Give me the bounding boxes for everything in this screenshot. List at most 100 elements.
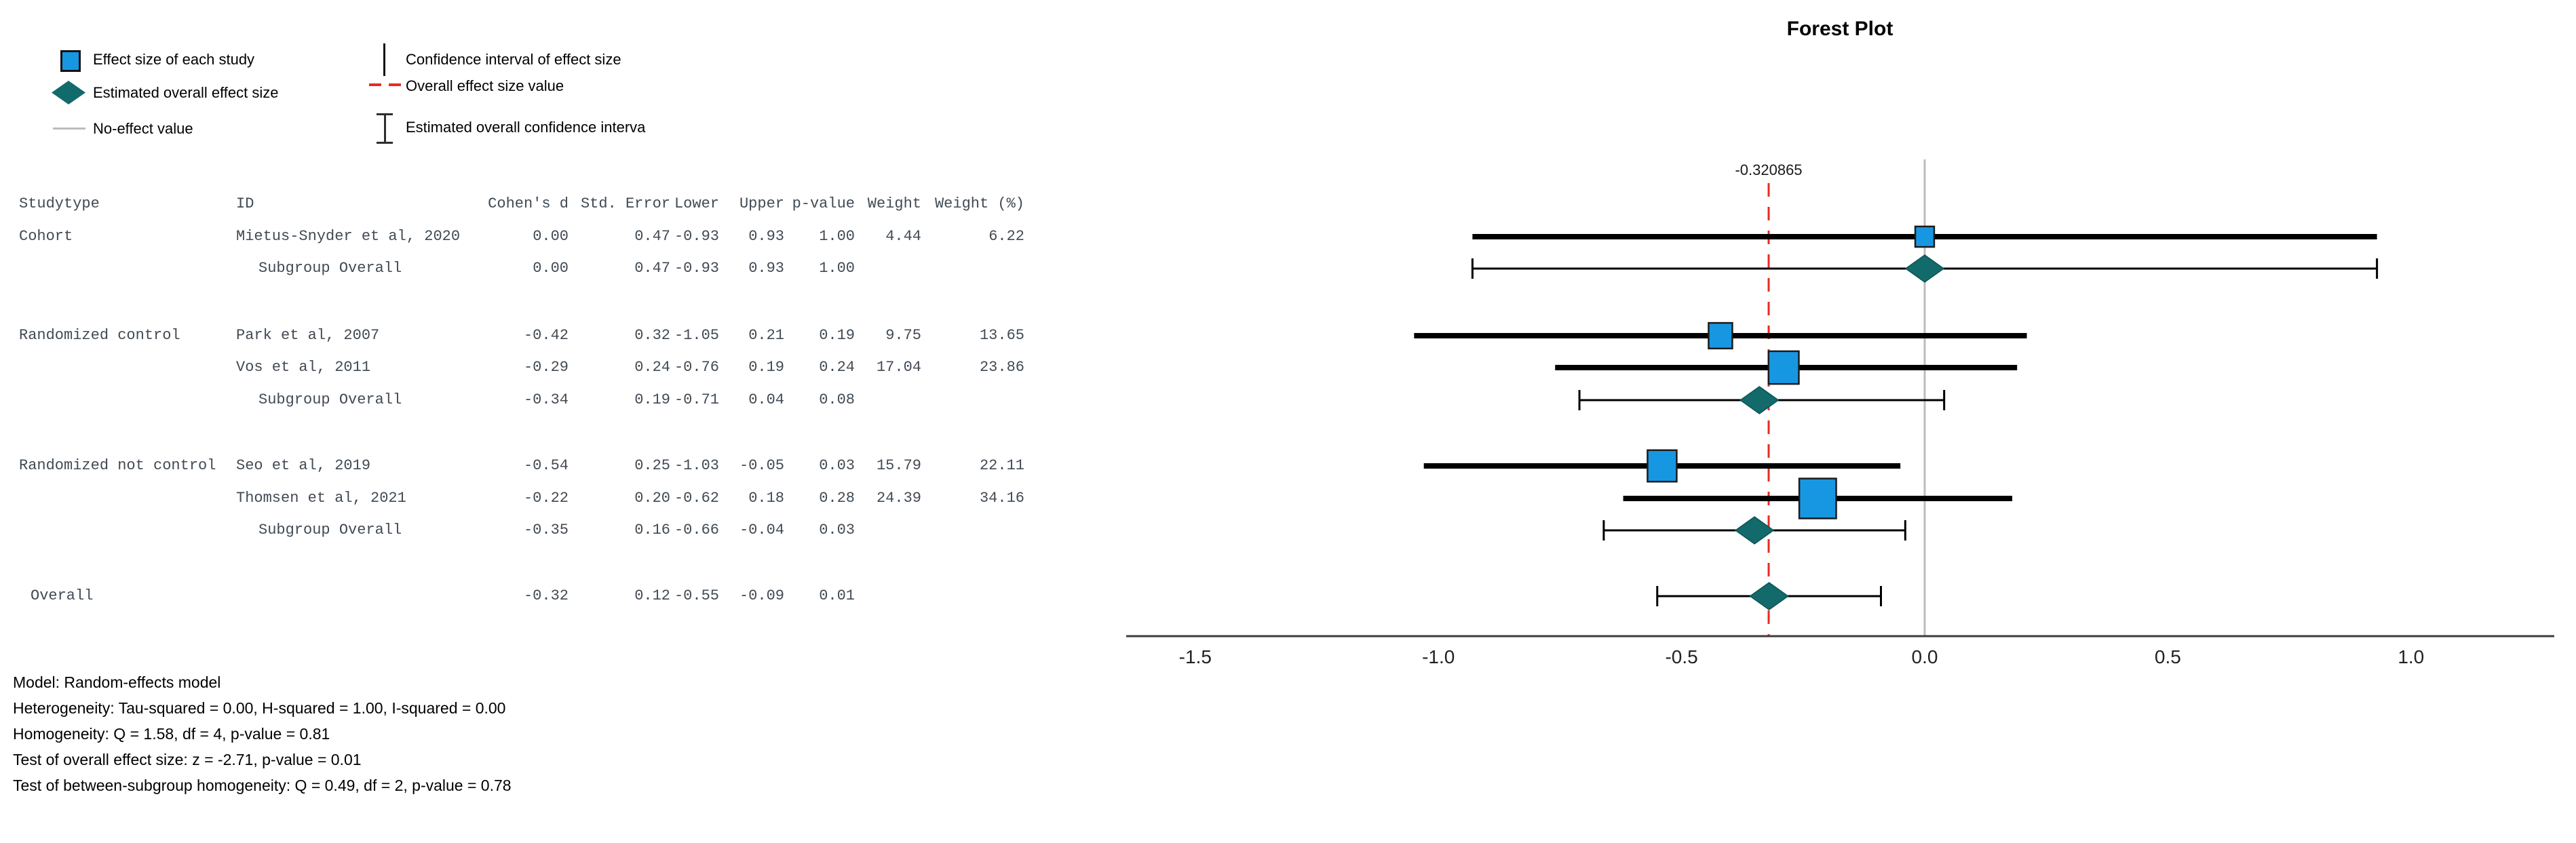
- table-cell-weight: 4.44: [885, 228, 921, 245]
- effect-size-square: [1914, 225, 1936, 248]
- stat-subgroup-test: Test of between-subgroup homogeneity: Q …: [13, 777, 512, 794]
- x-axis-tick-label: 0.5: [2155, 646, 2181, 667]
- table-cell-upper: 0.04: [748, 391, 784, 408]
- table-header-cohens_d: Cohen's d: [488, 195, 569, 212]
- table-cell-upper: 0.93: [748, 260, 784, 277]
- table-cell-weight_pct: 13.65: [979, 327, 1024, 344]
- overall-effect-diamond: [1749, 582, 1789, 610]
- table-header-p_value: p-value: [792, 195, 855, 212]
- table-cell-weight: 24.39: [876, 490, 921, 507]
- table-cell-weight_pct: 23.86: [979, 359, 1024, 376]
- x-axis-tick-label: -1.0: [1422, 646, 1455, 667]
- legend-label-no-effect: No-effect value: [93, 120, 193, 137]
- table-cell-p_value: 0.03: [819, 522, 855, 538]
- table-cell-id: Vos et al, 2011: [236, 359, 371, 376]
- plot-legend: Effect size of each study Estimated over…: [0, 0, 746, 156]
- table-cell-cohens_d: -0.22: [523, 490, 569, 507]
- table-cell-upper: 0.93: [748, 228, 784, 245]
- table-cell-id: Thomsen et al, 2021: [236, 490, 406, 507]
- stat-overall-test: Test of overall effect size: z = -2.71, …: [13, 751, 362, 768]
- table-cell-id: Subgroup Overall: [258, 391, 402, 408]
- table-cell-upper: 0.18: [748, 490, 784, 507]
- plot-title: Forest Plot: [1786, 18, 1893, 40]
- table-header-weight_pct: Weight (%): [934, 195, 1024, 212]
- table-cell-p_value: 1.00: [819, 260, 855, 277]
- table-cell-std_error: 0.32: [634, 327, 670, 344]
- table-cell-p_value: 0.24: [819, 359, 855, 376]
- table-cell-studytype: Overall: [31, 587, 94, 604]
- table-cell-lower: -1.05: [674, 327, 719, 344]
- effect-size-square: [1798, 477, 1837, 519]
- table-cell-weight_pct: 22.11: [979, 457, 1024, 474]
- overall-effect-diamond: [1734, 516, 1775, 545]
- legend-label-overall-ci: Estimated overall confidence interva: [406, 119, 646, 136]
- confidence-interval-line-icon: [383, 43, 385, 76]
- table-header-upper: Upper: [739, 195, 784, 212]
- table-cell-std_error: 0.16: [634, 522, 670, 538]
- legend-label-effect-size: Effect size of each study: [93, 51, 255, 68]
- table-cell-lower: -0.66: [674, 522, 719, 538]
- table-cell-upper: 0.19: [748, 359, 784, 376]
- table-header-std_error: Std. Error: [580, 195, 670, 212]
- table-cell-weight_pct: 34.16: [979, 490, 1024, 507]
- table-cell-lower: -1.03: [674, 457, 719, 474]
- table-header-id: ID: [236, 195, 254, 212]
- table-cell-p_value: 1.00: [819, 228, 855, 245]
- table-cell-cohens_d: -0.35: [523, 522, 569, 538]
- table-cell-weight: 15.79: [876, 457, 921, 474]
- effect-size-square: [1647, 449, 1678, 483]
- table-cell-studytype: Cohort: [19, 228, 73, 245]
- effect-size-square-icon: [60, 50, 81, 72]
- table-cell-p_value: 0.01: [819, 587, 855, 604]
- effect-size-square: [1708, 321, 1733, 350]
- x-axis-tick-label: -0.5: [1665, 646, 1697, 667]
- table-cell-lower: -0.55: [674, 587, 719, 604]
- legend-label-overall-value: Overall effect size value: [406, 77, 564, 94]
- table-header-studytype: Studytype: [19, 195, 100, 212]
- table-cell-p_value: 0.28: [819, 490, 855, 507]
- table-cell-cohens_d: 0.00: [533, 260, 569, 277]
- no-effect-line-icon: [53, 128, 85, 130]
- table-cell-weight: 17.04: [876, 359, 921, 376]
- table-cell-id: Subgroup Overall: [258, 260, 402, 277]
- table-cell-std_error: 0.12: [634, 587, 670, 604]
- table-cell-cohens_d: -0.32: [523, 587, 569, 604]
- legend-label-overall-effect: Estimated overall effect size: [93, 84, 279, 101]
- table-cell-cohens_d: 0.00: [533, 228, 569, 245]
- table-cell-lower: -0.76: [674, 359, 719, 376]
- table-cell-id: Mietus-Snyder et al, 2020: [236, 228, 461, 245]
- table-cell-lower: -0.93: [674, 228, 719, 245]
- table-cell-weight_pct: 6.22: [988, 228, 1024, 245]
- table-cell-upper: -0.04: [739, 522, 784, 538]
- table-cell-weight: 9.75: [885, 327, 921, 344]
- table-cell-studytype: Randomized not control: [19, 457, 216, 474]
- x-axis-tick-label: 1.0: [2398, 646, 2424, 667]
- x-axis-tick-label: -1.5: [1179, 646, 1212, 667]
- overall-effect-diamond: [1904, 254, 1945, 283]
- table-cell-std_error: 0.47: [634, 228, 670, 245]
- table-cell-std_error: 0.19: [634, 391, 670, 408]
- stat-model: Model: Random-effects model: [13, 673, 221, 691]
- table-cell-studytype: Randomized control: [19, 327, 180, 344]
- table-header-lower: Lower: [674, 195, 719, 212]
- table-cell-p_value: 0.19: [819, 327, 855, 344]
- table-cell-lower: -0.71: [674, 391, 719, 408]
- x-axis-tick-label: 0.0: [1912, 646, 1938, 667]
- table-cell-p_value: 0.08: [819, 391, 855, 408]
- table-cell-upper: -0.09: [739, 587, 784, 604]
- table-cell-id: Park et al, 2007: [236, 327, 380, 344]
- table-cell-cohens_d: -0.42: [523, 327, 569, 344]
- table-cell-std_error: 0.20: [634, 490, 670, 507]
- overall-effect-value-label: -0.320865: [1735, 161, 1802, 178]
- overall-ci-ibeam-icon: [377, 113, 393, 144]
- table-cell-id: Subgroup Overall: [258, 522, 402, 538]
- table-cell-lower: -0.62: [674, 490, 719, 507]
- table-cell-p_value: 0.03: [819, 457, 855, 474]
- table-cell-upper: -0.05: [739, 457, 784, 474]
- study-table: Studytype ID Cohen's d Std. Error Lower Upper…: [0, 190, 1058, 617]
- stat-heterogeneity: Heterogeneity: Tau-squared = 0.00, H-squ…: [13, 699, 506, 717]
- overall-effect-dashed-line-icon: [369, 83, 402, 86]
- table-cell-lower: -0.93: [674, 260, 719, 277]
- legend-label-ci: Confidence interval of effect size: [406, 51, 621, 68]
